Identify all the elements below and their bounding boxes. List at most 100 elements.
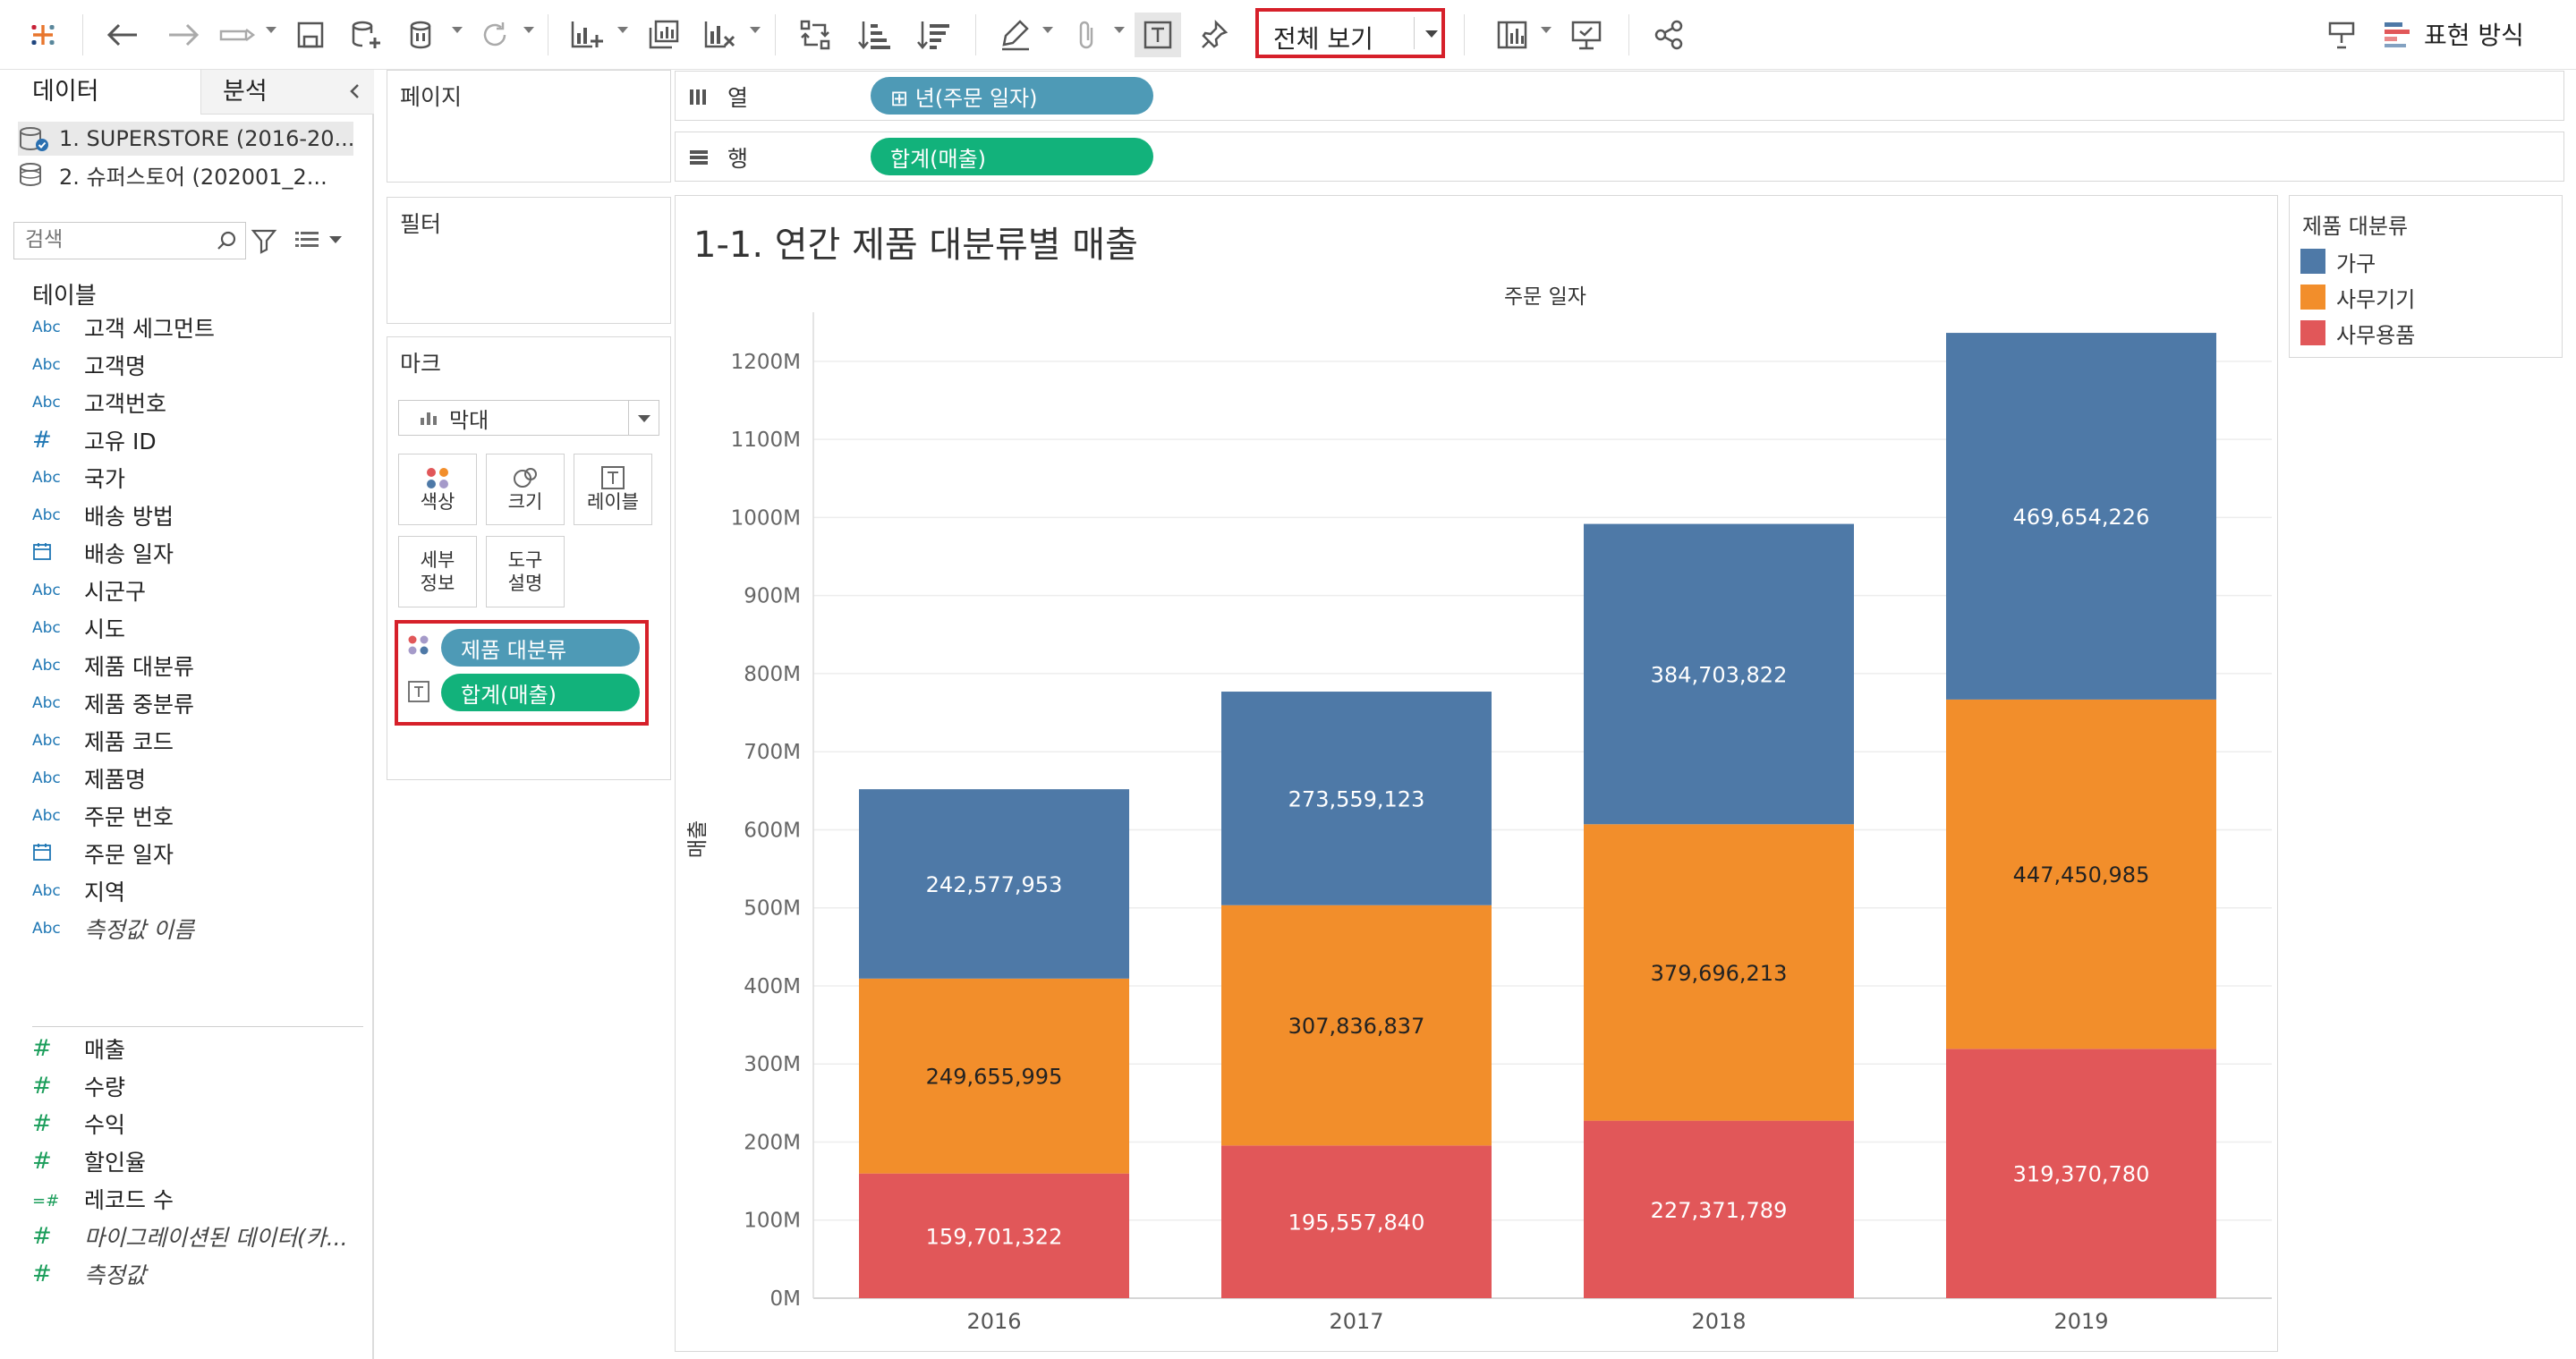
datasource-pause-icon[interactable] <box>401 13 446 57</box>
refresh-icon[interactable] <box>472 13 517 57</box>
dimension-field[interactable]: Abc 주문 번호 <box>32 798 363 834</box>
field-type-icon: Abc <box>32 920 61 938</box>
measure-field[interactable]: # 측정값 <box>32 1256 363 1292</box>
color-field-pill[interactable]: 제품 대분류 <box>441 629 640 667</box>
size-button[interactable]: 크기 <box>486 454 565 525</box>
field-name: 측정값 <box>84 1262 147 1288</box>
sort-ascending-icon[interactable] <box>852 13 897 57</box>
y-tick-label: 800M <box>744 663 801 686</box>
dimension-field[interactable]: Abc 제품 중분류 <box>32 685 363 721</box>
swap-replay-icon[interactable] <box>215 13 259 57</box>
dimension-field[interactable]: Abc 고객 세그먼트 <box>32 310 363 345</box>
measure-field[interactable]: # 매출 <box>32 1031 363 1066</box>
tab-analysis[interactable]: 분석 <box>200 70 374 115</box>
label-field-pill[interactable]: 합계(매출) <box>441 674 640 711</box>
dimension-field[interactable]: Abc 제품명 <box>32 760 363 796</box>
dimension-field[interactable]: Abc 국가 <box>32 460 363 496</box>
show-cards-icon[interactable] <box>1489 13 1535 57</box>
legend-item[interactable]: 사무기기 <box>2300 280 2415 314</box>
tooltip-button[interactable]: 도구 설명 <box>486 536 565 607</box>
pages-card[interactable]: 페이지 <box>387 70 671 183</box>
datasource-item[interactable]: 2. 슈퍼스토어 (202001_2... <box>18 157 353 191</box>
dimension-field[interactable]: 주문 일자 <box>32 836 363 871</box>
field-type-icon: Abc <box>32 807 61 825</box>
columns-pill[interactable]: ⊞ 년(주문 일자) <box>871 77 1153 115</box>
dimension-field[interactable]: 배송 일자 <box>32 535 363 571</box>
rows-shelf[interactable]: 행 합계(매출) <box>675 132 2564 182</box>
dimension-field[interactable]: Abc 지역 <box>32 873 363 909</box>
swap-rows-columns-icon[interactable] <box>793 13 837 57</box>
legend-item[interactable]: 가구 <box>2300 244 2376 278</box>
bar-value-label: 319,370,780 <box>2013 1162 2150 1187</box>
bar-value-label: 447,450,985 <box>2013 862 2150 888</box>
group-paperclip-icon[interactable] <box>1065 13 1109 57</box>
search-field[interactable] <box>13 222 246 259</box>
measure-field[interactable]: # 수익 <box>32 1106 363 1142</box>
highlight-bookmark-icon[interactable] <box>2319 13 2364 57</box>
dimension-field[interactable]: # 고유 ID <box>32 422 363 458</box>
bar-segment <box>1584 523 1854 825</box>
share-icon[interactable] <box>1646 13 1691 57</box>
undo-icon[interactable] <box>100 13 145 57</box>
y-tick-label: 500M <box>744 897 801 921</box>
measure-field[interactable]: # 마이그레이션된 데이터(카... <box>32 1219 363 1254</box>
collapse-pane-icon[interactable] <box>344 81 366 102</box>
field-type-icon: Abc <box>32 732 61 750</box>
dimension-field[interactable]: Abc 시군구 <box>32 573 363 608</box>
fit-dropdown[interactable]: 전체 보기 <box>1255 8 1445 58</box>
datasource-name: 2. 슈퍼스토어 (202001_2... <box>59 164 327 190</box>
dimension-field[interactable]: Abc 시도 <box>32 610 363 646</box>
text-label-icon <box>601 466 625 489</box>
redo-icon[interactable] <box>161 13 206 57</box>
dimension-field[interactable]: Abc 고객명 <box>32 347 363 383</box>
view-options-icon[interactable] <box>295 229 342 251</box>
measure-field[interactable]: =# 레코드 수 <box>32 1181 363 1217</box>
color-button[interactable]: 색상 <box>398 454 477 525</box>
duplicate-sheet-icon[interactable] <box>641 13 687 57</box>
filters-card[interactable]: 필터 <box>387 197 671 324</box>
dimension-field[interactable]: Abc 고객번호 <box>32 385 363 420</box>
dimension-field[interactable]: Abc 배송 방법 <box>32 497 363 533</box>
y-tick-label: 1200M <box>731 351 801 374</box>
mark-type-dropdown[interactable]: 막대 <box>398 400 659 436</box>
bar-value-label: 379,696,213 <box>1651 961 1788 986</box>
search-icon[interactable] <box>217 230 238 251</box>
new-worksheet-icon[interactable] <box>564 13 610 57</box>
dimension-field[interactable]: Abc 제품 코드 <box>32 723 363 759</box>
presentation-mode-icon[interactable] <box>1564 13 1609 57</box>
tableau-logo-icon[interactable] <box>25 13 61 57</box>
bar-segment <box>1221 692 1492 905</box>
y-tick-label: 200M <box>744 1131 801 1154</box>
rows-pill[interactable]: 합계(매출) <box>871 138 1153 175</box>
new-datasource-icon[interactable] <box>344 13 388 57</box>
filter-icon[interactable] <box>251 227 277 254</box>
dimension-field[interactable]: Abc 측정값 이름 <box>32 911 363 947</box>
columns-label: 열 <box>727 85 749 111</box>
highlight-pen-icon[interactable] <box>993 13 1038 57</box>
field-name: 마이그레이션된 데이터(카... <box>84 1225 348 1251</box>
sort-descending-icon[interactable] <box>911 13 956 57</box>
dimension-field[interactable]: Abc 제품 대분류 <box>32 648 363 684</box>
detail-button[interactable]: 세부 정보 <box>398 536 477 607</box>
field-name: 수익 <box>84 1112 126 1138</box>
columns-shelf[interactable]: 열 ⊞ 년(주문 일자) <box>675 71 2564 121</box>
show-mark-labels-icon[interactable] <box>1135 13 1181 57</box>
tab-data[interactable]: 데이터 <box>32 78 99 106</box>
chevron-down-icon[interactable] <box>628 401 659 435</box>
column-header: 주문 일자 <box>1504 285 1586 309</box>
legend-item[interactable]: 사무용품 <box>2300 316 2415 350</box>
datasource-item[interactable]: 1. SUPERSTORE (2016-20... <box>18 122 353 156</box>
marks-title: 마크 <box>400 351 442 377</box>
label-button[interactable]: 레이블 <box>574 454 652 525</box>
field-type-icon: # <box>32 1223 52 1250</box>
clear-sheet-icon[interactable] <box>698 13 743 57</box>
show-me-button[interactable]: 표현 방식 <box>2385 16 2524 52</box>
measure-field[interactable]: # 수량 <box>32 1068 363 1104</box>
measure-field[interactable]: # 할인율 <box>32 1143 363 1179</box>
legend-swatch-0 <box>2300 249 2325 274</box>
fix-axes-pin-icon[interactable] <box>1192 13 1237 57</box>
save-icon[interactable] <box>288 13 333 57</box>
columns-icon <box>690 89 706 105</box>
field-type-icon: # <box>32 1261 52 1287</box>
search-input[interactable] <box>25 223 204 257</box>
